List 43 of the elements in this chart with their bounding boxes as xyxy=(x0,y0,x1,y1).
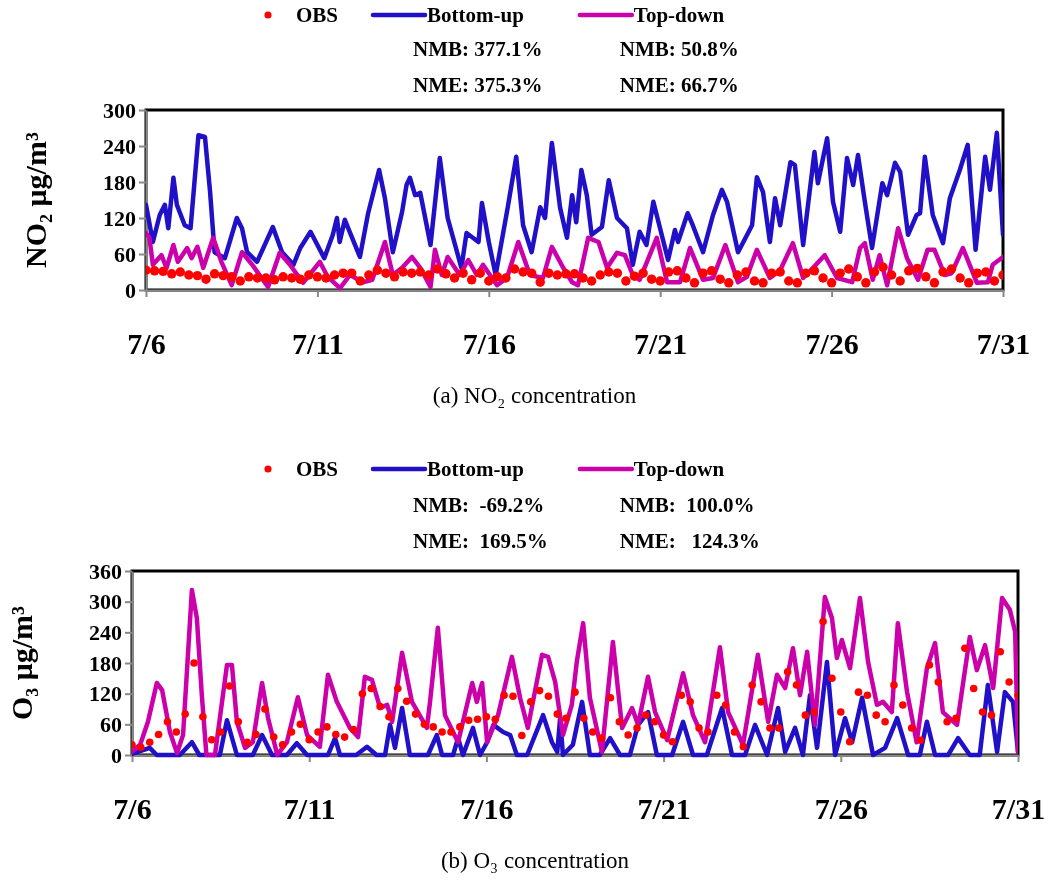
x-tick-label: 7/26 xyxy=(814,792,868,826)
x-tick-label: 7/6 xyxy=(113,792,152,826)
y-tick-label: 180 xyxy=(89,650,122,676)
y-tick-label: 360 xyxy=(89,558,122,584)
text: NMB: 377.1% xyxy=(413,37,543,61)
y-axis-title: NO₂ μg/m³ xyxy=(19,132,52,268)
x-tick-label: 7/21 xyxy=(637,792,691,826)
y-tick-label: 0 xyxy=(125,277,136,303)
y-tick-label: 60 xyxy=(114,241,136,267)
text: NMB: 100.0% xyxy=(619,493,755,517)
y-tick-label: 300 xyxy=(89,589,122,615)
text: (b) O₃ concentration xyxy=(440,848,630,873)
x-tick-label: 7/16 xyxy=(462,327,516,361)
x-tick-label: 7/16 xyxy=(460,792,514,826)
y-axis-title: O₃ μg/m³ xyxy=(5,605,38,721)
y-tick-label: 180 xyxy=(103,169,136,195)
x-tick-label: 7/31 xyxy=(991,792,1046,826)
text: NME: 66.7% xyxy=(619,73,739,97)
x-tick-label: 7/11 xyxy=(292,327,344,361)
y-tick-label: 120 xyxy=(89,681,122,707)
legend-label: OBS xyxy=(296,3,339,27)
x-tick-label: 7/21 xyxy=(634,327,688,361)
legend-label: Bottom-up xyxy=(427,457,524,481)
text: NME: 169.5% xyxy=(413,529,548,553)
text: NME: 375.3% xyxy=(413,73,543,97)
y-tick-label: 300 xyxy=(103,97,136,123)
x-tick-label: 7/11 xyxy=(283,792,336,826)
y-tick-label: 0 xyxy=(111,742,122,768)
legend-label: OBS xyxy=(296,457,339,481)
y-tick-label: 60 xyxy=(100,711,122,737)
legend-label: Top-down xyxy=(633,457,725,481)
y-tick-label: 240 xyxy=(103,133,136,159)
text: (a) NO₂ concentration xyxy=(432,383,637,408)
legend-label: Bottom-up xyxy=(427,3,524,27)
y-tick-label: 120 xyxy=(103,205,136,231)
text: NME: 124.3% xyxy=(619,529,760,553)
text: NMB: -69.2% xyxy=(413,493,545,517)
text: NMB: 50.8% xyxy=(619,37,739,61)
x-tick-label: 7/6 xyxy=(127,327,166,361)
x-tick-label: 7/26 xyxy=(805,327,859,361)
x-tick-label: 7/31 xyxy=(976,327,1031,361)
y-tick-label: 240 xyxy=(89,619,122,645)
legend-label: Top-down xyxy=(633,3,725,27)
